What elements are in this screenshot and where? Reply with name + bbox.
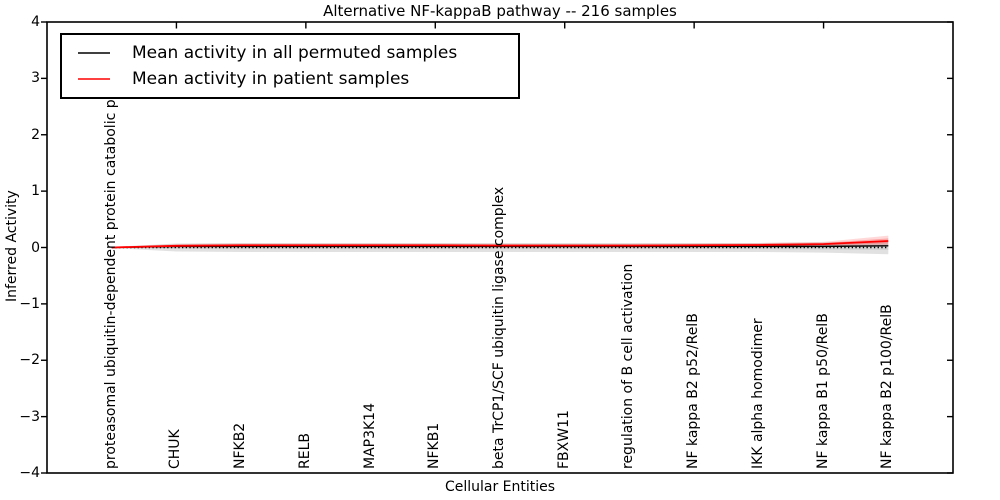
y-tick-label: 0 bbox=[31, 239, 40, 256]
x-tick-label: IKK alpha homodimer bbox=[749, 318, 766, 469]
y-tick-label: −3 bbox=[19, 408, 40, 425]
y-tick-label: 4 bbox=[31, 14, 40, 30]
y-tick-label: 1 bbox=[31, 183, 40, 200]
legend-item-patient: Mean activity in patient samples bbox=[62, 66, 518, 92]
y-tick-label: −4 bbox=[19, 465, 40, 481]
x-tick-label: RELB bbox=[296, 433, 313, 469]
y-tick-label: 3 bbox=[31, 70, 40, 87]
black-line-swatch-icon bbox=[78, 52, 110, 54]
legend-label-patient: Mean activity in patient samples bbox=[132, 69, 410, 89]
x-tick-label: NF kappa B2 p100/RelB bbox=[879, 304, 896, 469]
x-tick-label: NFKB1 bbox=[426, 422, 443, 469]
x-tick-label: MAP3K14 bbox=[361, 402, 378, 469]
x-tick-label: beta TrCP1/SCF ubiquitin ligase complex bbox=[491, 186, 507, 469]
x-tick-label: FBXW11 bbox=[555, 410, 572, 469]
patient-mean-line bbox=[111, 240, 889, 249]
legend-item-permuted: Mean activity in all permuted samples bbox=[62, 40, 518, 66]
legend-label-permuted: Mean activity in all permuted samples bbox=[132, 43, 458, 63]
x-tick-label: regulation of B cell activation bbox=[620, 263, 637, 469]
x-tick-label: NFKB2 bbox=[232, 422, 249, 469]
red-line-swatch-icon bbox=[78, 78, 110, 80]
y-tick-label: 2 bbox=[31, 126, 40, 143]
x-axis-label: Cellular Entities bbox=[444, 479, 556, 495]
legend: Mean activity in all permuted samples Me… bbox=[60, 33, 520, 99]
y-tick-label: −2 bbox=[19, 352, 40, 369]
chart-title: Alternative NF-kappaB pathway -- 216 sam… bbox=[323, 2, 677, 20]
y-tick-label: −1 bbox=[19, 295, 40, 312]
x-tick-label: NF kappa B1 p50/RelB bbox=[814, 313, 831, 469]
y-axis-label: Inferred Activity bbox=[4, 190, 20, 302]
x-tick-label: NF kappa B2 p52/RelB bbox=[685, 313, 702, 469]
x-tick-label: CHUK bbox=[167, 429, 184, 469]
x-tick-label: proteasomal ubiquitin-dependent protein … bbox=[102, 93, 119, 469]
